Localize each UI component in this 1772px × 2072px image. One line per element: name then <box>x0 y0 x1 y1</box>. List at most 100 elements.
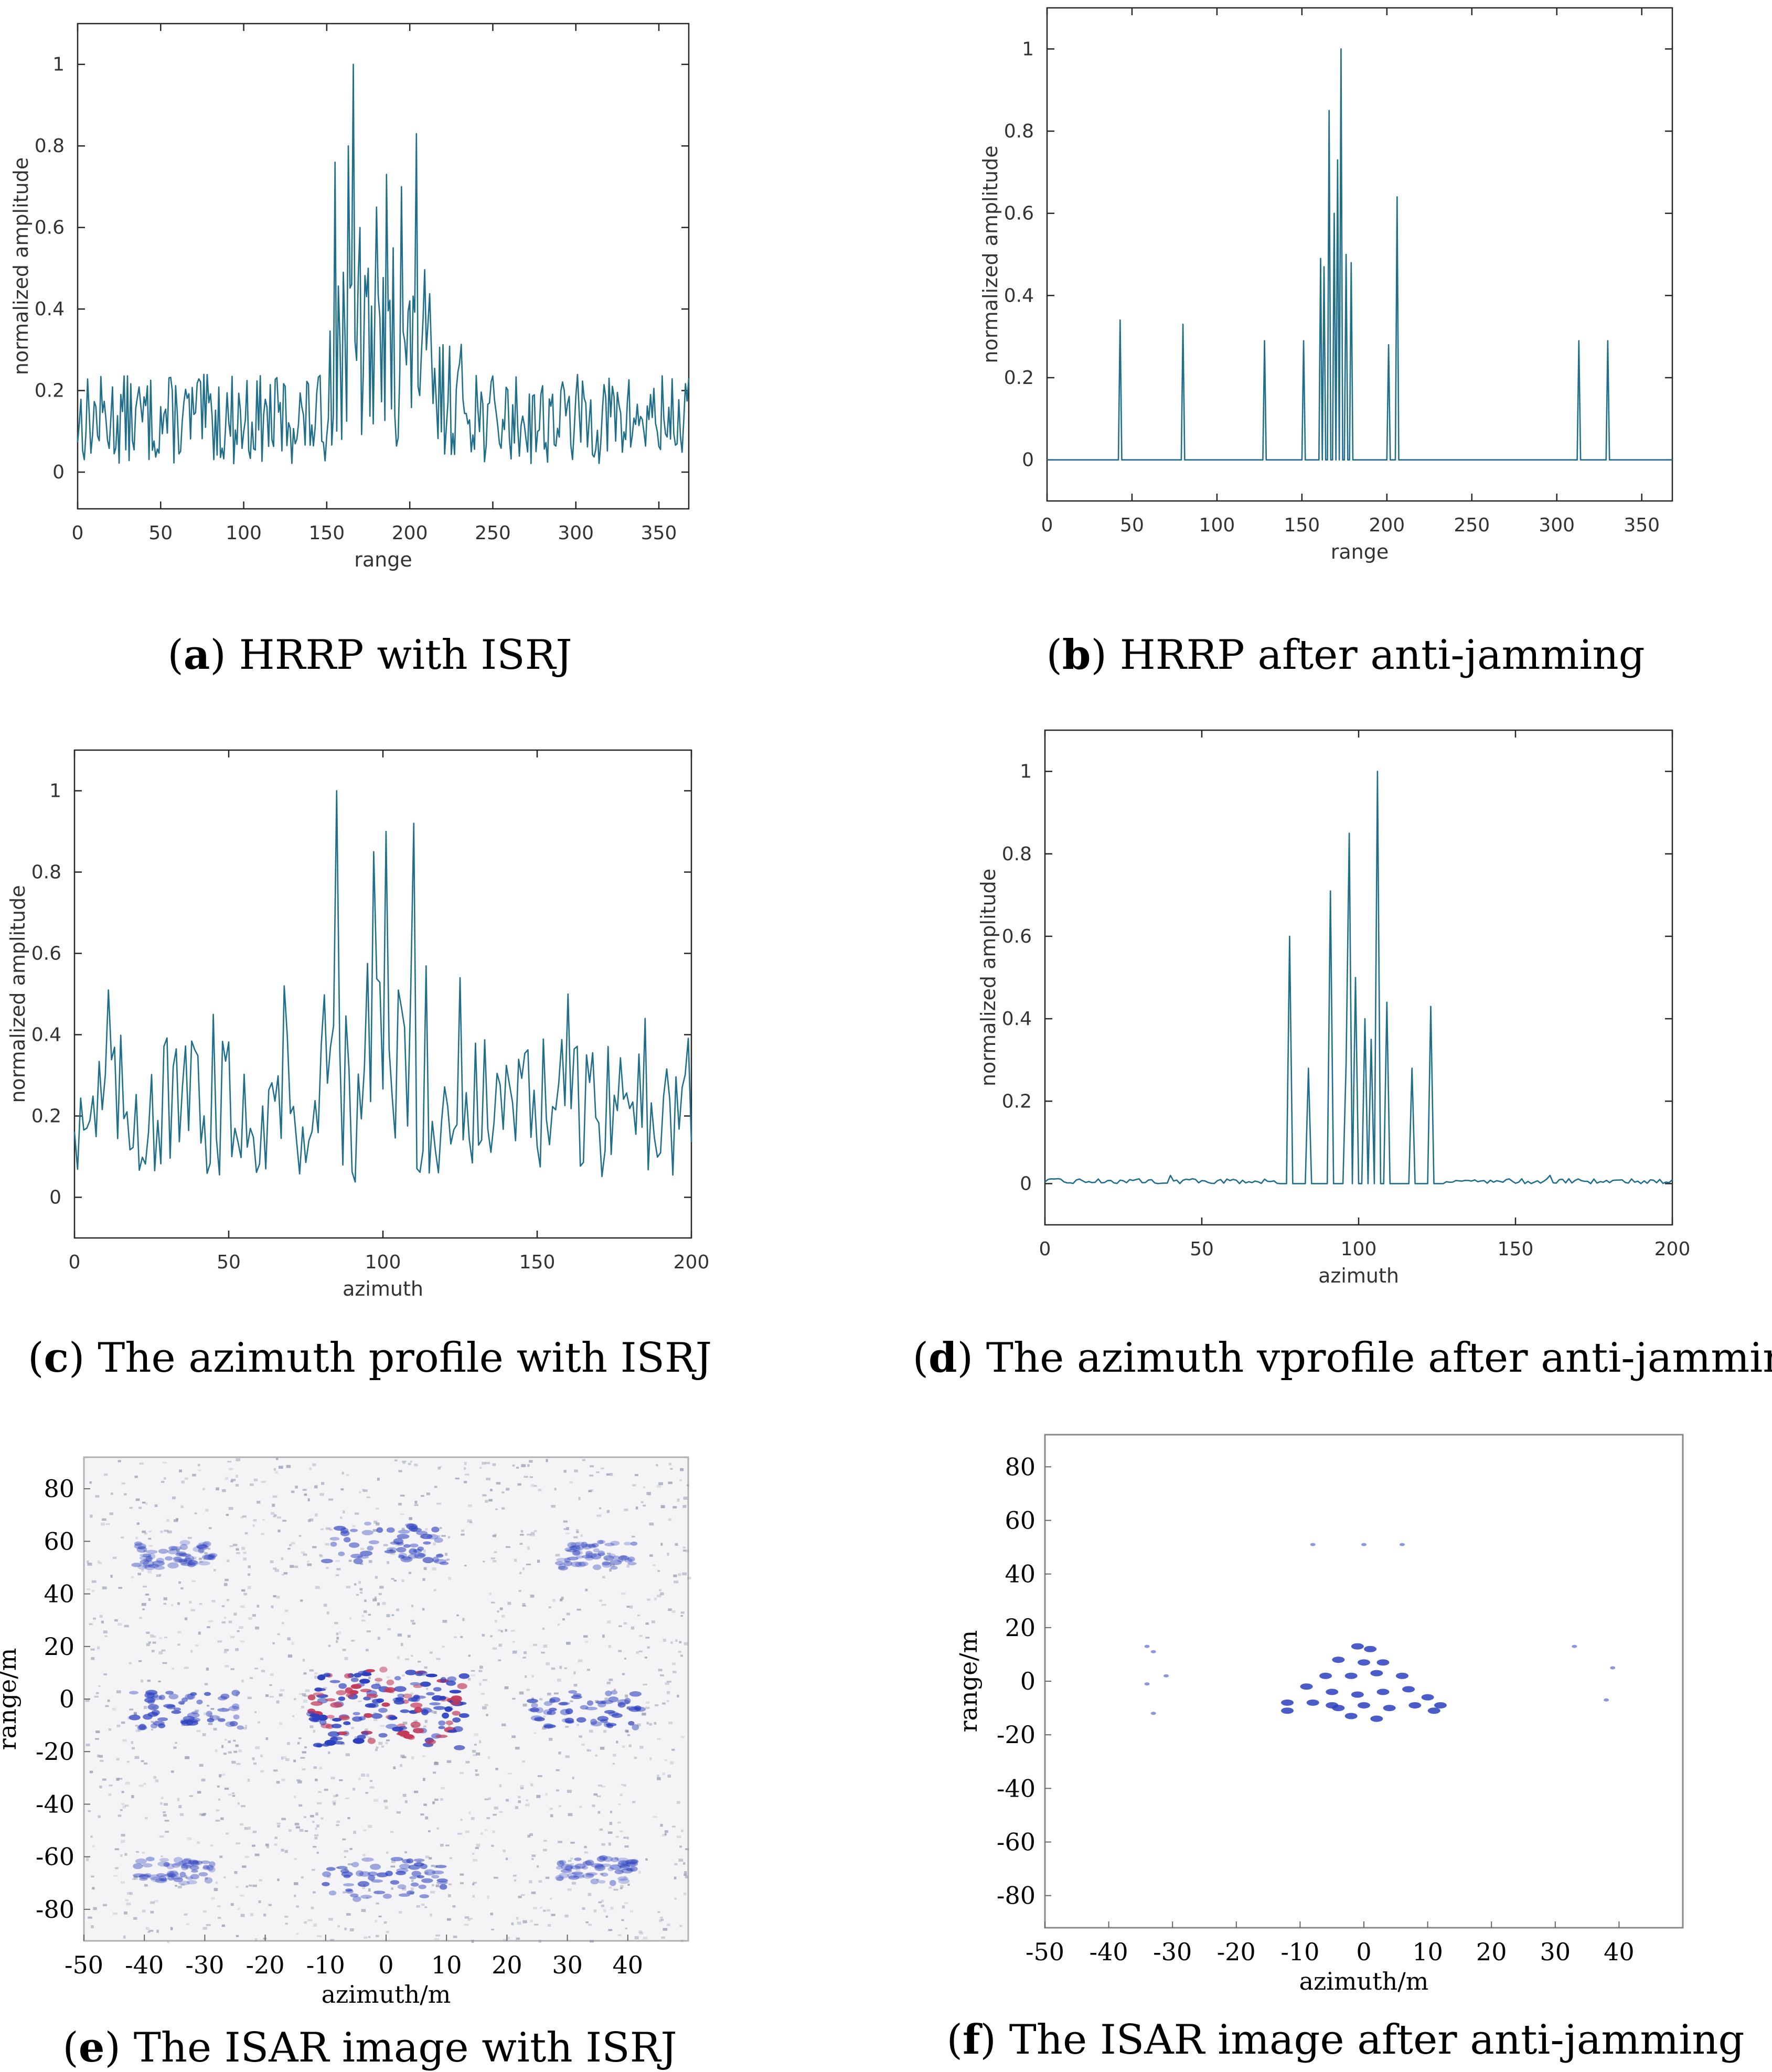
speck <box>302 1768 306 1770</box>
speck <box>343 1891 346 1894</box>
speck <box>558 1805 561 1807</box>
speck <box>101 1620 104 1624</box>
scatter-blob <box>356 1870 364 1877</box>
speck <box>533 1530 537 1532</box>
speck <box>606 1473 610 1476</box>
speck <box>519 1534 524 1536</box>
speck <box>122 1739 127 1742</box>
speck <box>432 1801 435 1804</box>
scatter-blob <box>1300 1683 1313 1690</box>
speck <box>542 1726 547 1730</box>
scatter-blob <box>202 1541 211 1547</box>
speck <box>491 1928 494 1930</box>
scatter-blob <box>1376 1659 1390 1666</box>
scatter-blob <box>397 1693 405 1698</box>
speck <box>660 1505 665 1509</box>
scatter-blob <box>204 1692 211 1696</box>
scatter-blob <box>309 1713 320 1717</box>
scatter-blob <box>394 1676 401 1681</box>
scatter-blob <box>409 1548 417 1555</box>
speck <box>671 1748 675 1751</box>
scatter-blob <box>569 1545 578 1551</box>
speck <box>321 1817 324 1820</box>
speck <box>328 1498 334 1501</box>
scatter-blob <box>350 1529 358 1532</box>
speck <box>309 1725 314 1728</box>
scatter-blob <box>570 1561 582 1567</box>
speck <box>663 1928 668 1931</box>
scatter-blob <box>158 1548 168 1554</box>
speck <box>197 1791 201 1794</box>
speck <box>657 1911 660 1913</box>
speck <box>440 1844 444 1847</box>
speck <box>338 1631 341 1635</box>
speck <box>244 1855 250 1858</box>
speck <box>687 1577 691 1579</box>
scatter-blob <box>191 1711 198 1715</box>
speck <box>348 1560 352 1562</box>
speck <box>270 1512 275 1515</box>
scatter-blob <box>571 1545 581 1552</box>
speck <box>236 1548 239 1551</box>
scatter-blob <box>1358 1659 1370 1666</box>
speck <box>360 1547 365 1551</box>
speck <box>291 1490 295 1493</box>
speck <box>414 1501 418 1504</box>
speck <box>461 1529 464 1532</box>
speck <box>400 1494 405 1497</box>
scatter-blob <box>386 1679 394 1685</box>
speck <box>138 1784 144 1787</box>
speck <box>296 1779 301 1781</box>
speck <box>124 1853 127 1856</box>
speck <box>411 1879 414 1882</box>
speck <box>601 1904 605 1907</box>
scatter-blob <box>351 1862 359 1867</box>
speck <box>515 1747 520 1750</box>
speck <box>236 1886 239 1888</box>
speck <box>447 1536 451 1539</box>
scatter-blob <box>349 1542 360 1548</box>
speck <box>679 1845 682 1848</box>
speck <box>253 1519 257 1522</box>
speck <box>677 1835 681 1839</box>
speck <box>547 1924 551 1927</box>
speck <box>314 1778 318 1781</box>
speck <box>315 1812 318 1816</box>
speck <box>244 1827 248 1830</box>
speck <box>376 1746 379 1749</box>
scatter-blob <box>201 1554 215 1560</box>
speck <box>319 1493 324 1496</box>
speck <box>425 1872 429 1875</box>
speck <box>680 1468 684 1471</box>
x-tick-label: 350 <box>641 522 677 544</box>
speck <box>550 1814 553 1818</box>
speck <box>366 1897 369 1899</box>
speck <box>461 1533 465 1536</box>
speck <box>115 1867 119 1870</box>
scatter-blob <box>599 1855 608 1861</box>
scatter-blob <box>617 1699 630 1705</box>
speck <box>575 1868 581 1871</box>
x-tick-label: 200 <box>1654 1238 1691 1260</box>
speck <box>314 1675 319 1679</box>
scatter-blob <box>409 1543 419 1548</box>
scatter-blob <box>183 1716 195 1722</box>
scatter-blob <box>1364 1646 1377 1652</box>
speck <box>589 1729 593 1733</box>
scatter-blob <box>1319 1672 1332 1679</box>
scatter-blob <box>558 1702 568 1706</box>
speck <box>684 1642 688 1646</box>
series-line <box>77 63 690 465</box>
speck <box>441 1535 446 1537</box>
speck <box>239 1895 244 1897</box>
speck <box>150 1910 154 1914</box>
scatter-blob <box>1402 1686 1415 1693</box>
speck <box>542 1627 545 1630</box>
speck <box>602 1635 605 1638</box>
speck <box>377 1637 380 1640</box>
speck <box>410 1692 413 1695</box>
speck <box>586 1669 590 1671</box>
speck <box>175 1885 177 1887</box>
speck <box>176 1548 180 1552</box>
speck <box>514 1558 517 1562</box>
